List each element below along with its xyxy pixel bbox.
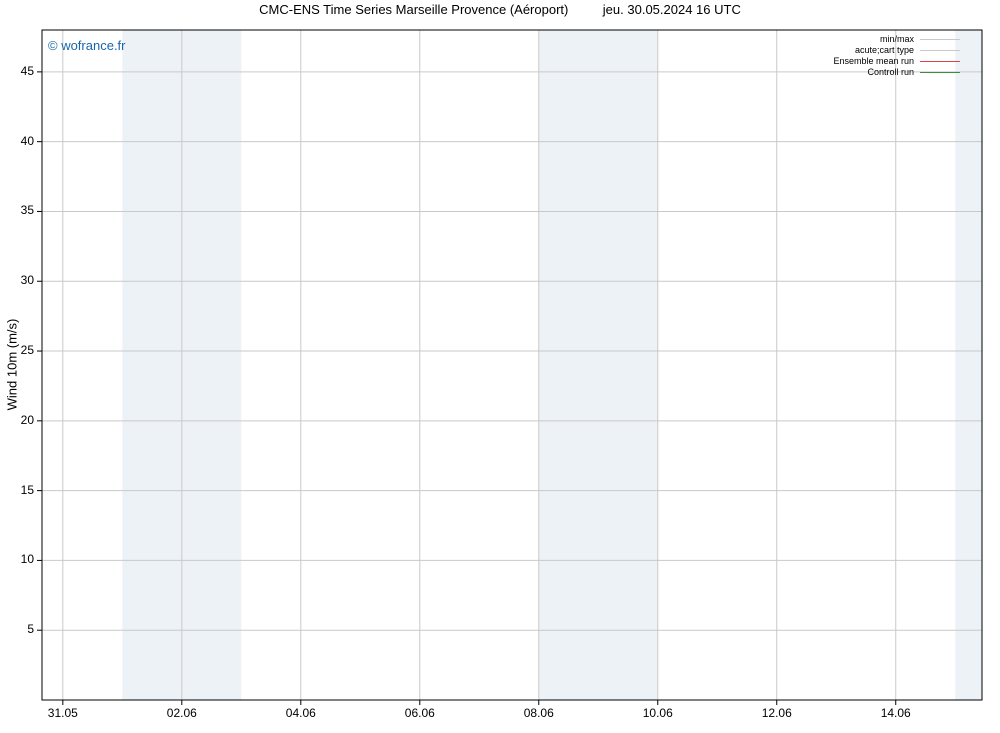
legend-label: Ensemble mean run: [833, 56, 914, 67]
legend-item: acute;cart type: [833, 45, 960, 56]
x-tick-label: 04.06: [281, 706, 321, 720]
legend-sample: [920, 50, 960, 51]
legend-sample: [920, 61, 960, 62]
y-tick-label: 25: [21, 343, 34, 357]
chart-container: CMC-ENS Time Series Marseille Provence (…: [0, 0, 1000, 733]
y-tick-label: 15: [21, 483, 34, 497]
legend-sample: [920, 39, 960, 40]
watermark: © wofrance.fr: [48, 38, 126, 53]
legend-item: Controll run: [833, 67, 960, 78]
legend-label: acute;cart type: [855, 45, 914, 56]
weekend-band: [955, 30, 982, 700]
legend-label: Controll run: [867, 67, 914, 78]
y-tick-label: 45: [21, 64, 34, 78]
legend: min/maxacute;cart typeEnsemble mean runC…: [833, 34, 960, 78]
legend-sample: [920, 72, 960, 73]
y-tick-label: 10: [21, 552, 34, 566]
plot-svg: [42, 30, 982, 700]
weekend-band: [539, 30, 658, 700]
legend-item: min/max: [833, 34, 960, 45]
y-tick-label: 30: [21, 273, 34, 287]
x-tick-label: 02.06: [162, 706, 202, 720]
y-tick-label: 35: [21, 203, 34, 217]
y-tick-label: 5: [27, 622, 34, 636]
chart-title-row: CMC-ENS Time Series Marseille Provence (…: [0, 0, 1000, 20]
x-tick-label: 10.06: [638, 706, 678, 720]
y-axis-label: Wind 10m (m/s): [5, 305, 20, 425]
x-tick-label: 14.06: [876, 706, 916, 720]
chart-title-datetime: jeu. 30.05.2024 16 UTC: [603, 0, 741, 20]
x-tick-label: 06.06: [400, 706, 440, 720]
legend-label: min/max: [880, 34, 914, 45]
y-tick-label: 40: [21, 134, 34, 148]
y-tick-label: 20: [21, 413, 34, 427]
x-tick-label: 08.06: [519, 706, 559, 720]
x-tick-label: 12.06: [757, 706, 797, 720]
chart-title-main: CMC-ENS Time Series Marseille Provence (…: [259, 0, 568, 20]
plot-area: © wofrance.fr min/maxacute;cart typeEnse…: [42, 30, 982, 700]
legend-item: Ensemble mean run: [833, 56, 960, 67]
x-tick-label: 31.05: [43, 706, 83, 720]
